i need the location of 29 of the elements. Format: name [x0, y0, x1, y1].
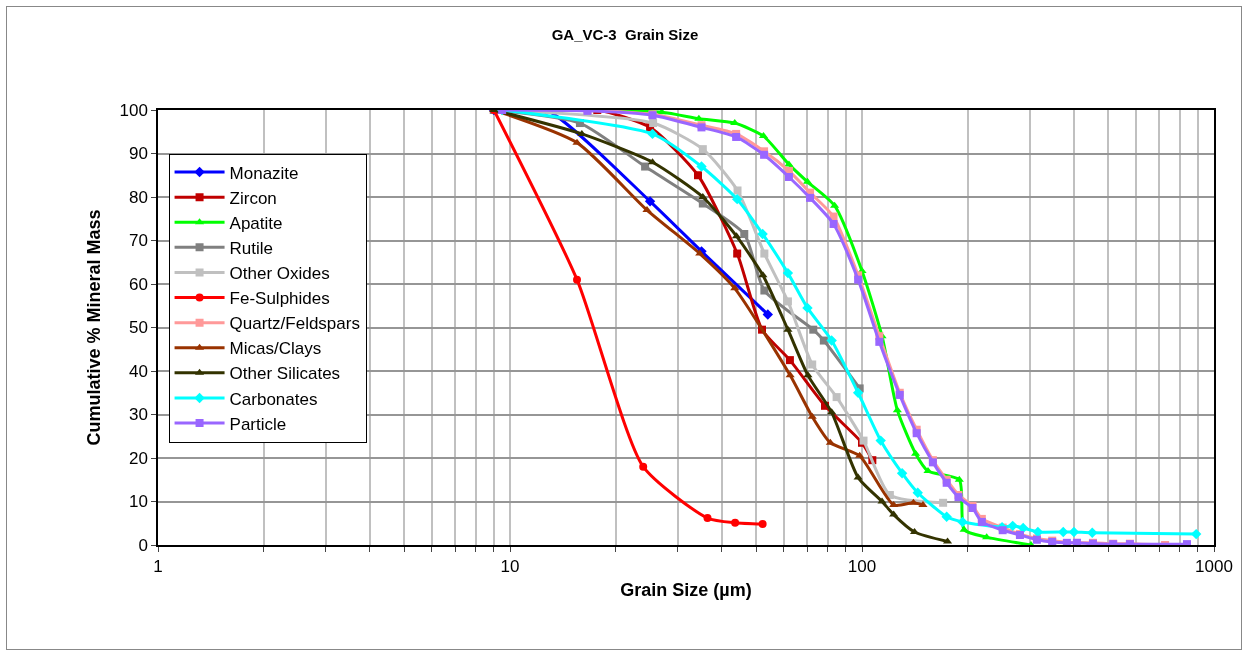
y-tick-label: 90	[128, 144, 148, 164]
legend-label: Apatite	[229, 213, 283, 233]
legend-label: Rutile	[229, 238, 274, 258]
y-tick-label: 30	[128, 405, 148, 425]
y-tick-label: 50	[128, 318, 148, 338]
x-tick-label: 1000	[1195, 557, 1233, 577]
legend-label: Monazite	[229, 163, 299, 183]
x-axis-title: Grain Size (µm)	[620, 579, 752, 600]
legend-label: Particle	[229, 414, 287, 434]
x-tick-label: 1	[153, 557, 163, 577]
y-tick-label: 0	[138, 535, 148, 555]
legend-label: Micas/Clays	[229, 339, 322, 359]
y-tick-label: 10	[128, 492, 148, 512]
x-tick-label: 100	[847, 557, 877, 577]
legend-label: Quartz/Feldspars	[229, 314, 360, 334]
y-tick-label: 80	[128, 187, 148, 207]
legend-label: Carbonates	[229, 389, 318, 409]
y-tick-label: 70	[128, 231, 148, 251]
legend-label: Zircon	[229, 188, 277, 208]
y-tick-label: 100	[119, 100, 148, 120]
y-tick-label: 20	[128, 448, 148, 468]
y-tick-label: 60	[128, 274, 148, 294]
chart-title: GA_VC-3 Grain Size	[551, 26, 699, 44]
x-tick-label: 10	[500, 557, 520, 577]
y-axis-title: Cumulative % Mineral Mass	[84, 209, 105, 446]
y-tick-label: 40	[128, 361, 148, 381]
legend-label: Other Silicates	[229, 364, 341, 384]
legend-label: Other Oxides	[229, 264, 330, 284]
legend-label: Fe-Sulphides	[229, 289, 330, 309]
